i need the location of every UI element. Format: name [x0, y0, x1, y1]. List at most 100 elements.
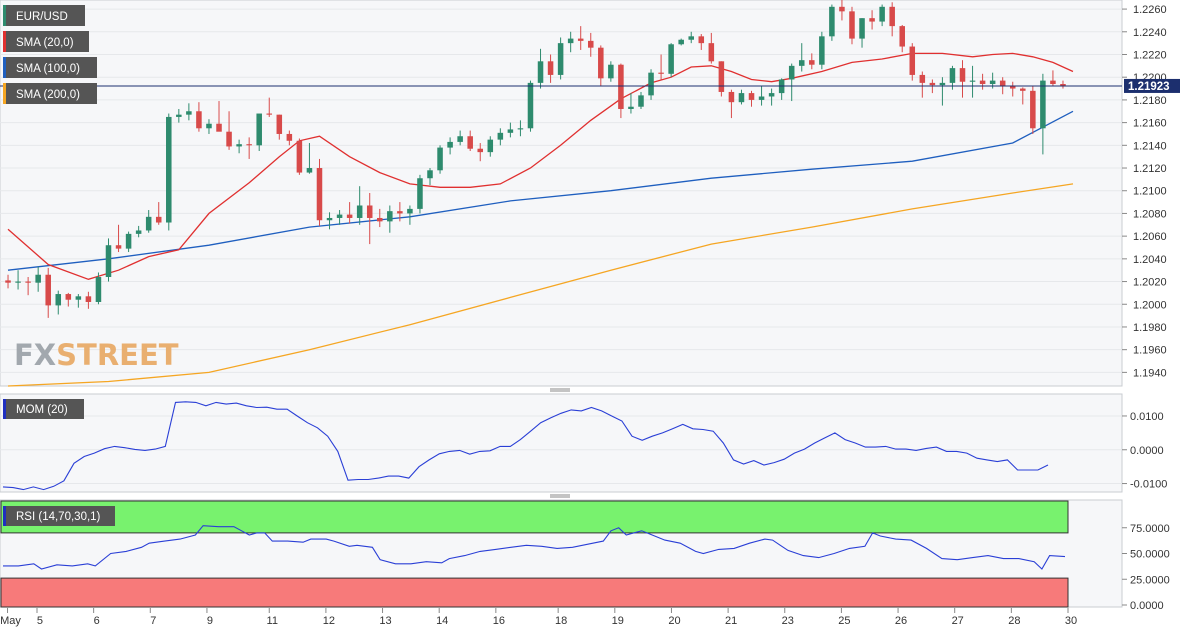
candle: [377, 208, 383, 228]
candle-body: [75, 296, 82, 300]
momentum-gridlines: [0, 415, 1122, 485]
candle-body: [1009, 86, 1016, 89]
legend-label: SMA (100,0): [16, 63, 80, 75]
time-tick-label: 13: [379, 615, 391, 627]
candle-body: [949, 68, 956, 83]
legend-tag-bg: [3, 31, 89, 52]
candle: [708, 32, 715, 64]
candle-body: [437, 147, 443, 171]
rsi-label: RSI (14,70,30,1): [16, 511, 101, 523]
candle-body: [1030, 90, 1036, 129]
candle-body: [567, 38, 574, 44]
candle: [869, 10, 875, 30]
candle-body: [618, 64, 624, 109]
candle-body: [598, 47, 604, 79]
candle: [316, 158, 323, 226]
time-tick-label: May: [0, 615, 21, 627]
sma-200-line: [7, 183, 1074, 387]
candle: [889, 2, 895, 37]
candle: [748, 90, 755, 107]
legend-tag-bg: [3, 57, 97, 78]
candle-body: [889, 6, 895, 27]
fxstreet-watermark: FXSTREET: [14, 338, 179, 372]
candle: [15, 270, 21, 290]
candle: [176, 108, 182, 123]
candle: [879, 4, 885, 27]
candle-body: [819, 36, 825, 65]
candle-body: [587, 40, 594, 48]
candle-body: [718, 61, 725, 92]
pane-splitter-2[interactable]: [550, 494, 570, 498]
candle-body: [959, 68, 966, 82]
momentum-line: [2, 401, 1049, 491]
candle-body: [939, 82, 946, 86]
candle-body: [668, 44, 674, 74]
candle: [618, 63, 624, 119]
sma-100-line: [7, 110, 1074, 271]
candle: [628, 93, 634, 114]
candle-body: [989, 80, 996, 85]
candle: [457, 130, 463, 146]
candle: [768, 88, 775, 106]
candle-body: [809, 60, 815, 65]
candle: [276, 114, 283, 140]
legend-item: EUR/USD: [3, 5, 85, 26]
rsi-pane: 75.0000 50.0000 25.0000 0.0000 RSI (14,70,3…: [0, 499, 1170, 612]
candle-body: [35, 274, 41, 283]
candle: [437, 145, 443, 174]
candle: [366, 193, 373, 245]
time-tick-label: 16: [493, 615, 505, 627]
candle: [859, 18, 865, 48]
candle-body: [869, 18, 875, 22]
time-tick-label: 20: [668, 615, 680, 627]
legend-label: SMA (20,0): [16, 37, 74, 49]
candle-body: [306, 168, 313, 173]
candle: [166, 113, 172, 231]
candle-body: [236, 144, 242, 147]
candle: [718, 61, 725, 97]
candle: [738, 89, 745, 105]
legend-swatch: [3, 57, 6, 78]
candle: [678, 38, 684, 46]
candle: [5, 274, 11, 289]
candle-body: [65, 294, 72, 300]
candle: [186, 103, 192, 121]
price-tick-label: 1.1980: [1133, 322, 1167, 334]
candle-body: [658, 72, 664, 74]
price-tick-label: 1.1960: [1133, 345, 1167, 357]
price-tick-label: 1.2120: [1133, 163, 1167, 175]
candle-body: [638, 95, 644, 107]
candle: [236, 139, 242, 154]
candle: [698, 34, 705, 50]
candle-body: [1040, 80, 1046, 129]
momentum-tick-label: -0.0100: [1130, 479, 1167, 491]
candle: [326, 212, 333, 230]
candle: [125, 231, 132, 253]
candle: [577, 26, 584, 50]
candle-body: [909, 46, 916, 75]
momentum-tag: MOM (20): [3, 399, 84, 419]
time-tick-label: 9: [207, 615, 213, 627]
candle: [819, 31, 825, 70]
candle-body: [397, 211, 403, 214]
sma20-path: [7, 52, 1074, 280]
candle: [336, 210, 343, 225]
candle-body: [457, 136, 463, 142]
candle: [537, 48, 544, 89]
candle: [206, 119, 212, 134]
rsi-tick-label: 0.0000: [1130, 600, 1164, 612]
candle-body: [788, 65, 795, 80]
candle: [598, 45, 604, 87]
candle: [256, 113, 262, 151]
candle: [517, 120, 524, 137]
candle-body: [1050, 80, 1056, 85]
candle-body: [336, 214, 343, 218]
candle-body: [125, 233, 132, 249]
candle: [105, 238, 112, 282]
candle: [135, 225, 142, 238]
pane-splitter[interactable]: [550, 388, 570, 392]
rsi-oversold-zone: [0, 577, 1069, 608]
candle-body: [226, 131, 232, 147]
candle-body: [738, 93, 745, 103]
candle: [417, 174, 423, 214]
